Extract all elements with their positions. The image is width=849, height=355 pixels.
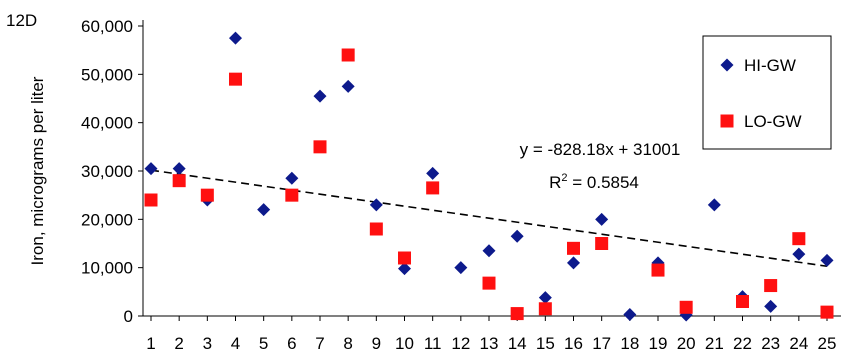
- x-tick-label: 25: [818, 334, 837, 353]
- point-square: [567, 241, 580, 255]
- x-tick-label: 12: [451, 334, 470, 353]
- y-tick-label: 0: [124, 307, 133, 326]
- x-tick-label: 4: [231, 334, 240, 353]
- trendline-dashed-line: [150, 169, 828, 268]
- legend-marker-diamond: [720, 58, 734, 72]
- axes: [138, 20, 841, 321]
- data-points: [144, 31, 834, 322]
- point-diamond: [144, 162, 158, 176]
- point-square: [764, 279, 778, 293]
- point-square: [595, 237, 609, 250]
- legend-label: HI-GW: [744, 56, 796, 75]
- y-axis-label: Iron, micrograms per liter: [28, 76, 47, 265]
- y-tick-label: 40,000: [81, 114, 133, 133]
- point-diamond: [454, 261, 468, 275]
- point-diamond: [172, 162, 186, 176]
- x-tick-label: 21: [705, 334, 724, 353]
- point-square: [510, 307, 524, 321]
- point-diamond: [369, 198, 383, 212]
- y-tick-label: 60,000: [81, 17, 133, 36]
- point-square: [341, 48, 355, 62]
- legend-label: LO-GW: [744, 112, 802, 131]
- r-squared-value: = 0.5854: [568, 173, 639, 192]
- point-square: [482, 276, 496, 290]
- x-tick-label: 22: [733, 334, 752, 353]
- x-tick-label: 2: [174, 334, 183, 353]
- x-tick-label: 6: [287, 334, 296, 353]
- point-diamond: [792, 247, 806, 261]
- point-diamond: [313, 89, 327, 103]
- point-diamond: [820, 253, 834, 267]
- point-diamond: [510, 229, 524, 243]
- point-square: [820, 305, 834, 319]
- y-tick-label: 50,000: [81, 65, 133, 84]
- point-diamond: [764, 299, 778, 313]
- x-tick-label: 20: [677, 334, 696, 353]
- trendline: [150, 169, 828, 268]
- point-diamond: [482, 244, 496, 258]
- x-tick-label: 17: [592, 334, 611, 353]
- r-squared-text: R2 = 0.5854: [549, 172, 639, 192]
- x-tick-labels: 1 2 3 4 5 6 7 8 9 10 11 12 13 14 15 16 17 18 19 20 21 22 23 24 2…: [146, 334, 836, 353]
- point-square: [313, 140, 327, 154]
- point-diamond: [398, 262, 411, 276]
- trendline-equation: y = -828.18x + 31001 R2 = 0.5854: [520, 140, 681, 192]
- point-diamond: [285, 171, 299, 185]
- point-diamond: [538, 291, 552, 305]
- x-tick-label: 13: [480, 334, 499, 353]
- x-tick-label: 5: [259, 334, 268, 353]
- x-tick-label: 23: [761, 334, 780, 353]
- legend-marker-square: [720, 114, 734, 128]
- x-tick-label: 14: [508, 334, 527, 353]
- x-tick-label: 8: [343, 334, 352, 353]
- trendline-equation-text: y = -828.18x + 31001: [520, 140, 681, 159]
- x-tick-label: 16: [564, 334, 583, 353]
- point-diamond: [229, 31, 242, 45]
- x-tick-label: 18: [620, 334, 639, 353]
- x-tick-label: 19: [649, 334, 668, 353]
- y-tick-label: 20,000: [81, 210, 133, 229]
- point-square: [229, 72, 242, 86]
- legend: HI-GW LO-GW: [702, 35, 832, 150]
- x-tick-label: 10: [395, 334, 414, 353]
- point-diamond: [567, 256, 580, 270]
- point-square: [398, 251, 411, 265]
- y-tick-labels: 0 10,000 20,000 30,000 40,000 50,000 60,000: [81, 17, 133, 326]
- x-tick-label: 7: [315, 334, 324, 353]
- point-square: [369, 222, 383, 236]
- x-tick-label: 1: [146, 334, 155, 353]
- point-diamond: [257, 203, 271, 217]
- r-squared-label: R: [549, 173, 561, 192]
- r-squared-superscript: 2: [561, 172, 567, 184]
- point-diamond: [341, 79, 355, 93]
- point-square: [538, 302, 552, 316]
- point-square: [736, 295, 749, 308]
- point-square: [426, 181, 440, 195]
- x-tick-label: 15: [536, 334, 555, 353]
- y-tick-label: 10,000: [81, 259, 133, 278]
- point-diamond: [623, 308, 637, 322]
- x-tick-label: 24: [789, 334, 808, 353]
- point-square: [172, 174, 186, 188]
- point-square: [200, 188, 214, 202]
- point-diamond: [595, 212, 609, 226]
- panel-label: 12D: [6, 11, 37, 30]
- point-square: [285, 188, 299, 202]
- x-tick-label: 3: [203, 334, 212, 353]
- x-tick-label: 11: [424, 334, 442, 353]
- point-diamond: [707, 198, 721, 212]
- point-square: [679, 300, 693, 314]
- x-tick-label: 9: [372, 334, 381, 353]
- point-diamond: [426, 166, 440, 180]
- point-square: [651, 263, 665, 277]
- legend-box: [702, 35, 832, 150]
- point-square: [144, 193, 158, 207]
- y-tick-label: 30,000: [81, 162, 133, 181]
- series-lo-gw: [144, 48, 834, 321]
- point-square: [792, 232, 806, 246]
